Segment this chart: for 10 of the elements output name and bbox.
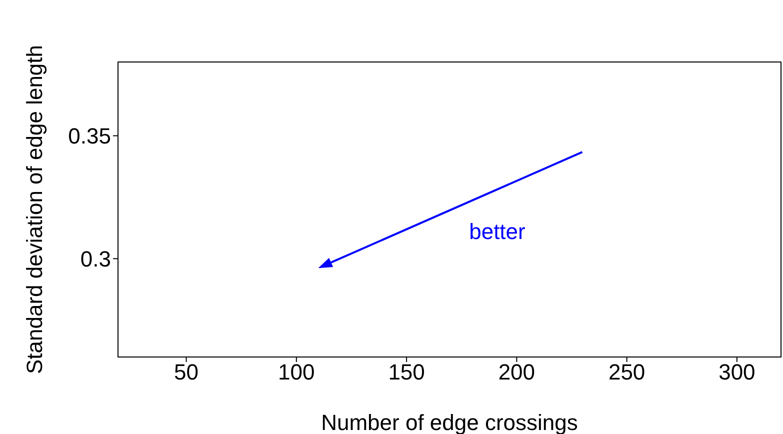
x-tick-label: 300	[718, 360, 756, 385]
y-axis-title: Standard deviation of edge length	[22, 44, 47, 374]
x-tick-label: 250	[608, 360, 646, 385]
x-tick-label: 150	[388, 360, 425, 385]
x-tick-label: 200	[498, 360, 536, 385]
x-tick-label: 100	[278, 360, 315, 385]
annotation: better	[469, 218, 526, 244]
y-tick-label: 0.3	[80, 246, 111, 272]
x-tick-label: 50	[174, 360, 199, 385]
y-tick-label: 0.35	[68, 124, 111, 149]
